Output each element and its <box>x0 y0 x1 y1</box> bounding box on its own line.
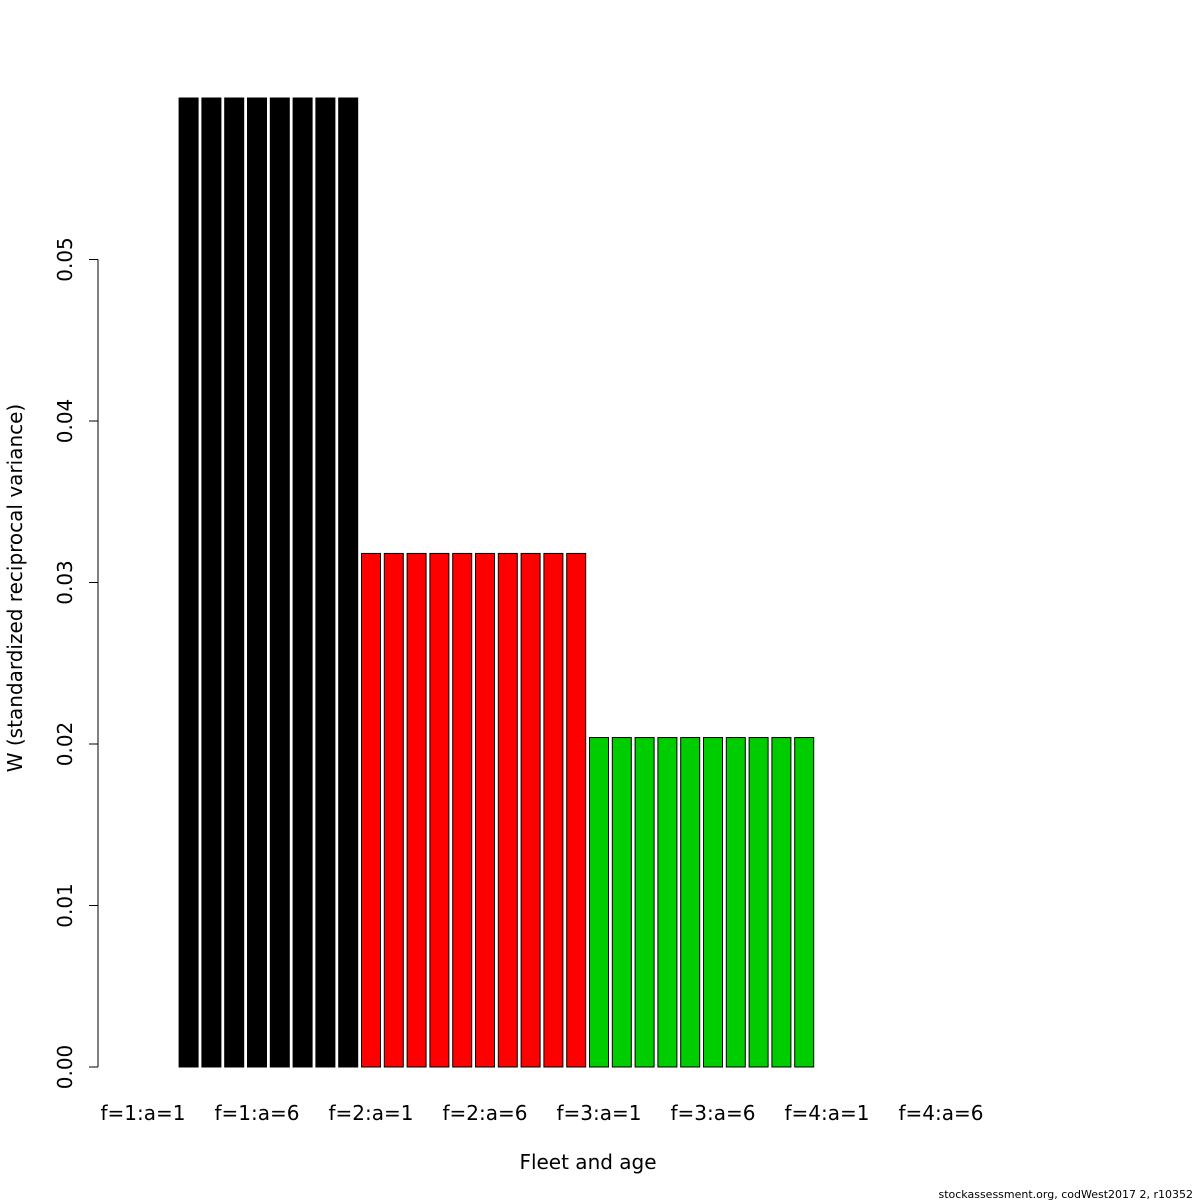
x-tick-label: f=4:a=1 <box>785 1101 870 1125</box>
x-tick-label: f=2:a=1 <box>329 1101 414 1125</box>
bar <box>406 552 427 1068</box>
bar <box>475 552 495 1068</box>
bar <box>338 97 359 1068</box>
bar <box>589 737 609 1068</box>
x-tick-label: f=1:a=6 <box>215 1101 300 1125</box>
bar <box>634 737 655 1068</box>
bar <box>657 737 678 1068</box>
bar <box>269 97 290 1068</box>
bar <box>429 552 450 1068</box>
y-tick-label: 0.03 <box>53 560 77 605</box>
bar <box>794 737 815 1068</box>
bar <box>703 737 723 1068</box>
x-tick-label: f=1:a=1 <box>101 1101 186 1125</box>
bar <box>771 737 792 1068</box>
x-tick-label: f=2:a=6 <box>443 1101 528 1125</box>
bar <box>520 552 541 1068</box>
bar <box>201 97 222 1068</box>
bar <box>725 737 746 1068</box>
bar <box>748 737 769 1068</box>
x-axis-label: Fleet and age <box>519 1150 656 1174</box>
bar <box>543 552 564 1068</box>
bar <box>680 737 701 1068</box>
bar <box>224 97 245 1068</box>
bar <box>178 97 199 1068</box>
x-tick-label: f=4:a=6 <box>899 1101 984 1125</box>
bar <box>566 552 587 1068</box>
x-tick-label: f=3:a=6 <box>671 1101 756 1125</box>
bar <box>611 737 632 1068</box>
bar <box>361 552 381 1068</box>
bar <box>315 97 336 1068</box>
bar <box>247 97 267 1068</box>
bar <box>497 552 518 1068</box>
bar <box>383 552 404 1068</box>
y-tick-label: 0.00 <box>53 1045 77 1090</box>
y-axis-label: W (standardized reciprocal variance) <box>3 404 27 773</box>
y-tick-label: 0.05 <box>53 237 77 282</box>
footnote: stockassessment.org, codWest2017 2, r103… <box>938 1188 1193 1200</box>
y-tick-label: 0.02 <box>53 722 77 767</box>
y-tick-label: 0.04 <box>53 399 77 444</box>
x-tick-label: f=3:a=1 <box>557 1101 642 1125</box>
bar <box>452 552 473 1068</box>
y-tick-label: 0.01 <box>53 883 77 928</box>
bar <box>292 97 313 1068</box>
